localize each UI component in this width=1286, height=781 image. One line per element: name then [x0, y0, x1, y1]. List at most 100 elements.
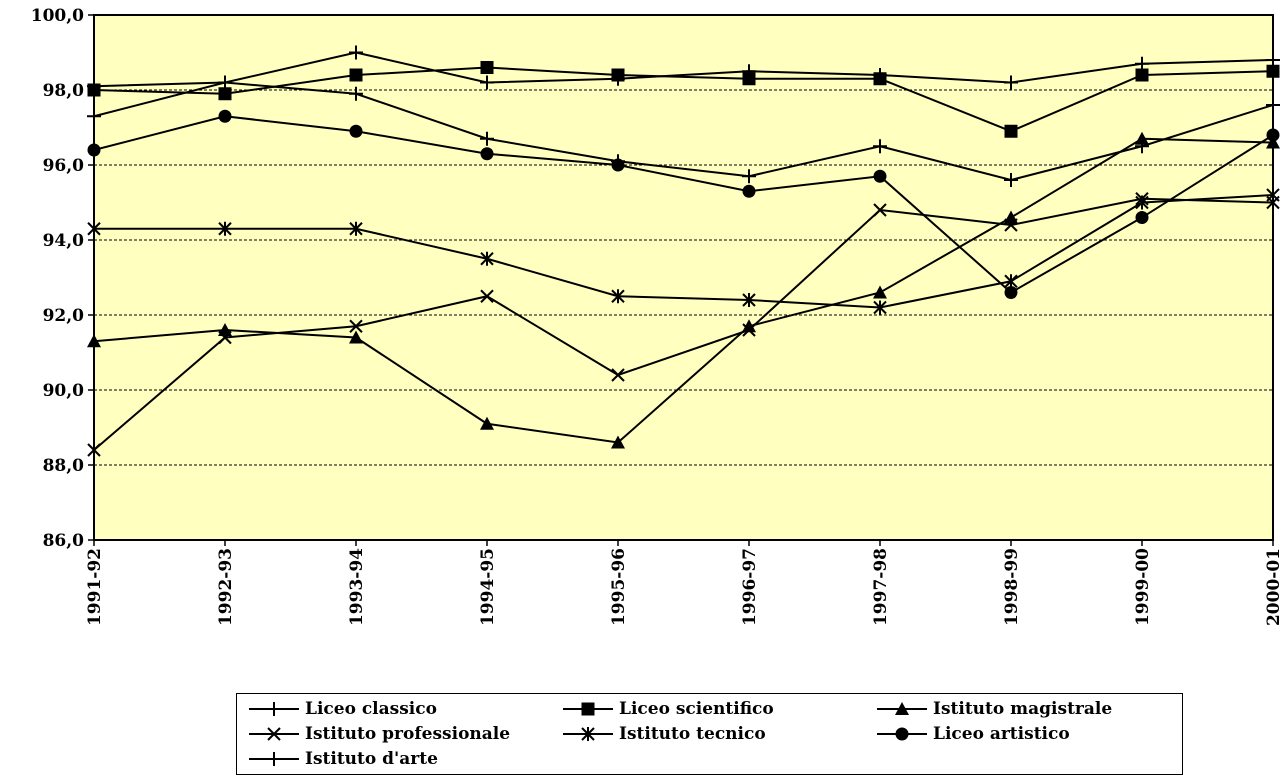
x-tick-label: 1997-98	[871, 548, 891, 626]
series-liceo-scientifico	[87, 61, 1280, 138]
data-point	[349, 221, 363, 236]
data-point	[1135, 68, 1149, 82]
data-point	[742, 72, 756, 86]
data-point	[1266, 188, 1280, 202]
data-point	[1266, 98, 1280, 112]
legend-item: Istituto d'arte	[245, 747, 438, 771]
line-chart: 86,0 88,0 90,0 92,0 94,0 96,0 98,0 100,0 1991-9…	[31, 6, 1284, 626]
legend-label: Istituto magistrale	[933, 699, 1113, 719]
data-point	[1266, 53, 1280, 67]
data-point	[1004, 124, 1018, 138]
legend-swatch	[249, 727, 299, 741]
data-point	[480, 75, 494, 90]
data-point	[1135, 139, 1149, 154]
legend-swatch	[249, 702, 299, 716]
y-tick-label: 98,0	[43, 81, 85, 101]
legend-swatch	[563, 727, 613, 741]
data-point	[873, 203, 887, 217]
data-point	[742, 319, 756, 333]
data-point	[742, 184, 756, 198]
data-point	[1135, 195, 1149, 210]
data-point	[873, 300, 887, 315]
data-point	[1135, 131, 1149, 145]
x-tick-label: 1993-94	[347, 548, 367, 626]
data-point	[1135, 211, 1149, 224]
x-tick-label: 1991-92	[85, 548, 105, 626]
x-tick-label: 1994-95	[478, 548, 498, 626]
y-tick-label: 100,0	[31, 6, 84, 26]
data-point	[480, 251, 494, 266]
data-point	[1135, 56, 1149, 71]
data-point	[742, 293, 756, 307]
data-point	[873, 139, 887, 154]
x-tick-label: 1992-93	[216, 548, 236, 626]
data-point	[480, 131, 494, 146]
x-tick-label: 1996-97	[740, 548, 760, 626]
data-point	[1266, 135, 1280, 149]
data-point	[87, 109, 101, 124]
data-point	[611, 68, 625, 82]
legend-marker	[895, 702, 909, 715]
y-axis: 86,0 88,0 90,0 92,0 94,0 96,0 98,0 100,0	[31, 6, 94, 551]
data-point	[873, 169, 887, 183]
legend-label: Liceo scientifico	[619, 699, 774, 719]
data-point	[87, 443, 101, 457]
data-point	[349, 124, 363, 138]
data-point	[87, 334, 101, 348]
series-liceo-artistico	[87, 109, 1280, 299]
series-group	[87, 45, 1280, 457]
data-point	[349, 86, 363, 101]
series-line	[94, 194, 1274, 309]
legend-item: Liceo classico	[245, 697, 437, 721]
legend-marker	[267, 727, 281, 741]
legend-item: Istituto tecnico	[559, 722, 766, 746]
legend-marker	[267, 702, 281, 716]
legend-item: Liceo artistico	[873, 722, 1070, 746]
legend-marker	[895, 727, 909, 741]
series-line	[93, 115, 1274, 294]
x-tick-label: 1995-96	[609, 548, 629, 626]
series-line	[93, 137, 1274, 444]
y-tick-label: 96,0	[43, 156, 85, 176]
legend-item: Liceo scientifico	[559, 697, 774, 721]
data-point	[87, 221, 101, 236]
series-line	[93, 81, 1274, 182]
gridlines	[94, 89, 1273, 466]
data-point	[349, 330, 363, 344]
data-point	[218, 221, 232, 236]
data-point	[742, 323, 756, 337]
data-point	[480, 289, 494, 303]
data-point	[1004, 286, 1018, 299]
data-point	[349, 68, 363, 82]
data-point	[873, 285, 887, 299]
data-point	[1004, 274, 1018, 289]
data-point	[87, 83, 101, 97]
series-istituto-d-arte	[87, 75, 1280, 187]
data-point	[742, 169, 756, 184]
data-point	[611, 289, 625, 304]
data-point	[1266, 64, 1280, 78]
data-point	[87, 143, 101, 157]
series-line	[93, 66, 1274, 133]
x-tick-label: 1998-99	[1002, 548, 1022, 626]
x-tick-label: 2000-01	[1264, 548, 1284, 626]
x-tick-label: 1999-00	[1133, 548, 1153, 626]
legend-marker	[581, 727, 595, 741]
y-tick-label: 86,0	[43, 531, 85, 551]
legend-label: Liceo classico	[305, 699, 437, 719]
legend-item: Istituto magistrale	[873, 697, 1112, 721]
data-point	[1004, 75, 1018, 90]
data-point	[1004, 218, 1018, 232]
legend-swatch	[249, 752, 299, 766]
legend-label: Liceo artistico	[933, 724, 1070, 744]
data-point	[1266, 128, 1280, 142]
legend-label: Istituto tecnico	[619, 724, 766, 744]
series-istituto-tecnico	[87, 188, 1280, 315]
x-axis: 1991-92 1992-93 1993-94 1994-95 1995-96 1996-…	[85, 540, 1284, 626]
legend-swatch	[877, 727, 927, 741]
data-point	[218, 87, 232, 101]
legend-swatch	[563, 702, 613, 716]
data-point	[218, 75, 232, 90]
legend-marker	[581, 702, 595, 716]
y-tick-label: 92,0	[43, 306, 85, 326]
